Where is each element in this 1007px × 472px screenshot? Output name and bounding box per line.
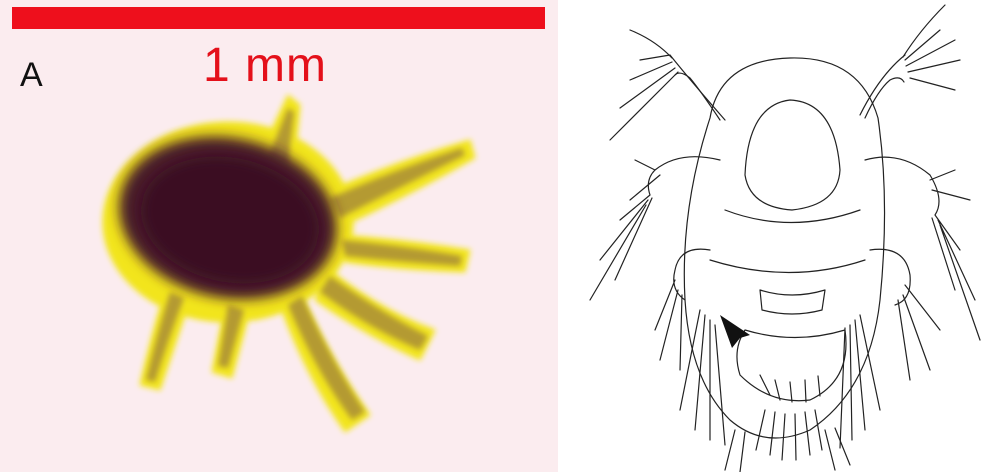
carapace-outline — [683, 57, 886, 439]
panel-b-drawing — [560, 0, 1007, 472]
specimen-body-core — [141, 156, 319, 284]
specimen-image — [102, 94, 476, 433]
panel-a-micrograph: 1 mm A — [0, 0, 558, 472]
larva-line-drawing — [589, 4, 981, 472]
scale-bar — [12, 7, 545, 29]
panel-label-a: A — [20, 56, 43, 94]
arrowhead-marker — [720, 315, 750, 348]
head-dome — [744, 99, 841, 211]
specimen-legs — [146, 108, 465, 420]
scale-bar-label: 1 mm — [203, 39, 327, 92]
